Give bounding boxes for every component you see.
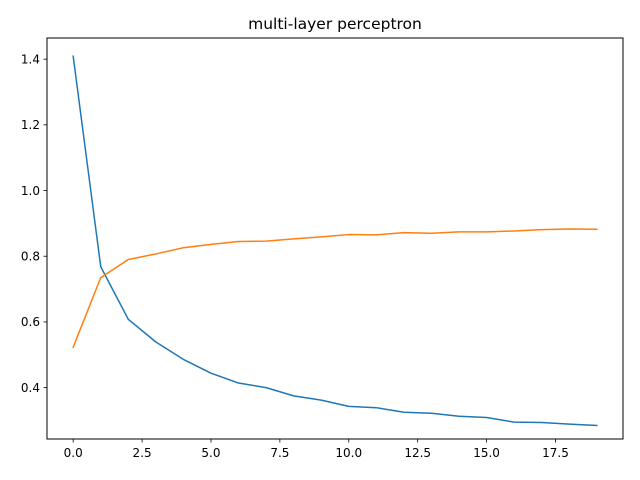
plot-area-frame [46, 37, 624, 440]
y-tick-label: 1.4 [21, 52, 40, 66]
y-tick-label: 0.4 [21, 381, 40, 395]
y-tick-label: 1.2 [21, 118, 40, 132]
series-layer [72, 55, 598, 427]
y-axis-ticks: 0.4 0.6 0.8 1.0 1.2 1.4 [21, 52, 47, 395]
y-tick-label: 0.6 [21, 315, 40, 329]
x-tick-label: 2.5 [133, 446, 152, 460]
series-line-1 [72, 55, 598, 427]
y-tick-label: 0.8 [21, 250, 40, 264]
x-tick-label: 15.0 [473, 446, 500, 460]
y-tick-label: 1.0 [21, 184, 40, 198]
x-tick-label: 5.0 [201, 446, 220, 460]
x-tick-label: 10.0 [335, 446, 362, 460]
chart-title: multi-layer perceptron [248, 15, 422, 33]
x-axis-ticks: 0.0 2.5 5.0 7.5 10.0 12.5 15.0 17.5 [64, 439, 569, 460]
x-tick-label: 12.5 [404, 446, 431, 460]
x-tick-label: 17.5 [542, 446, 569, 460]
x-tick-label: 7.5 [270, 446, 289, 460]
x-tick-label: 0.0 [64, 446, 83, 460]
series-line-2 [72, 228, 598, 349]
